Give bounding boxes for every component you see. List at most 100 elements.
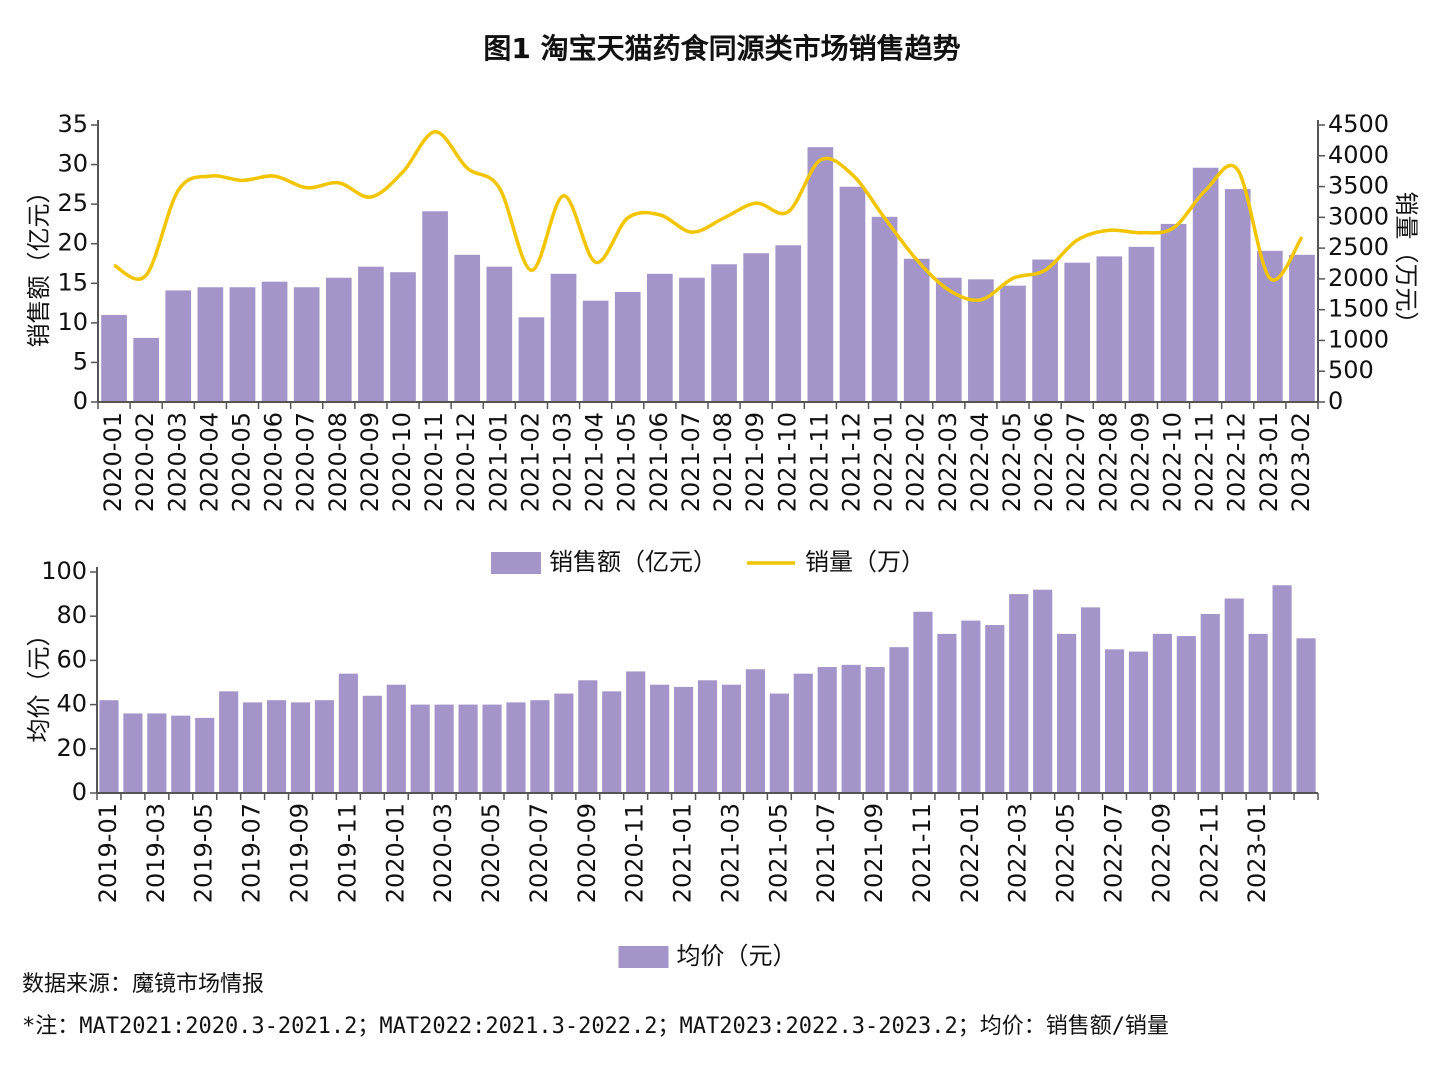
- x-tick-label: 2020-05: [477, 803, 505, 903]
- bar: [1033, 589, 1053, 793]
- y2-tick-label: 2000: [1328, 264, 1389, 292]
- bar: [362, 695, 382, 793]
- y2-tick-label: 3000: [1328, 202, 1389, 230]
- x-tick-label: 2019-11: [333, 803, 361, 903]
- bar: [935, 277, 962, 402]
- x-tick-label: 2022-08: [1094, 412, 1122, 512]
- bar: [171, 715, 191, 793]
- x-tick-label: 2021-04: [581, 412, 609, 512]
- legend-swatch: [618, 946, 669, 968]
- y-tick-label: 0: [72, 778, 87, 806]
- x-tick-label: 2021-01: [484, 412, 512, 512]
- bar: [602, 691, 622, 793]
- y-tick-label: 25: [57, 189, 88, 217]
- x-tick-label: 2020-02: [131, 412, 159, 512]
- x-tick-label: 2023-01: [1243, 803, 1271, 903]
- y-tick-label: 35: [57, 110, 88, 138]
- y-tick-label: 100: [41, 557, 87, 585]
- bar: [1248, 633, 1268, 793]
- bar: [482, 704, 502, 793]
- bar: [743, 253, 769, 402]
- bar: [1000, 285, 1026, 402]
- bar: [1104, 649, 1125, 793]
- x-tick-label: 2022-06: [1030, 412, 1058, 512]
- bar: [243, 702, 263, 793]
- bar: [99, 700, 119, 793]
- legend-label: 均价（元）: [677, 942, 797, 970]
- legend: 均价（元）: [618, 942, 797, 970]
- x-tick-label: 2020-11: [420, 412, 448, 512]
- y-tick-label: 40: [56, 690, 87, 718]
- x-tick-label: 2022-03: [1004, 803, 1032, 903]
- x-tick-label: 2023-01: [1255, 412, 1283, 512]
- bar: [261, 281, 288, 402]
- bar: [985, 625, 1005, 793]
- x-tick-label: 2020-03: [163, 412, 191, 512]
- bar: [626, 671, 646, 793]
- bar: [1224, 598, 1244, 793]
- legend-label: 销量（万）: [805, 548, 925, 576]
- x-tick-label: 2021-10: [773, 412, 801, 512]
- y2-tick-label: 2500: [1328, 233, 1389, 261]
- y2-tick-label: 4500: [1328, 110, 1389, 138]
- bar: [650, 684, 670, 793]
- bar: [817, 667, 837, 793]
- bar: [807, 147, 834, 402]
- x-tick-label: 2022-10: [1159, 412, 1187, 512]
- bar: [711, 264, 737, 402]
- bar: [506, 702, 526, 793]
- bar: [290, 702, 311, 793]
- x-tick-label: 2020-11: [621, 803, 649, 903]
- bar: [195, 717, 215, 793]
- bar: [865, 667, 885, 793]
- bar: [293, 287, 320, 402]
- bar: [314, 700, 335, 793]
- x-tick-label: 2023-02: [1287, 412, 1315, 512]
- bar: [1096, 256, 1123, 402]
- bar: [530, 700, 550, 793]
- x-tick-label: 2020-06: [260, 412, 288, 512]
- bar: [386, 684, 406, 793]
- x-tick-label: 2019-07: [238, 803, 266, 903]
- y-axis-label: 销售额（亿元）: [25, 180, 53, 348]
- x-tick-label: 2021-07: [677, 412, 705, 512]
- x-tick-label: 2021-05: [764, 803, 792, 903]
- x-tick-label: 2022-11: [1191, 412, 1219, 512]
- bar: [841, 664, 861, 793]
- bar: [1176, 636, 1196, 793]
- y-tick-label: 80: [56, 601, 87, 629]
- bar: [550, 273, 577, 402]
- x-tick-label: 2021-01: [669, 803, 697, 903]
- bar: [410, 704, 430, 793]
- x-tick-label: 2020-07: [525, 803, 553, 903]
- bar: [1009, 594, 1029, 793]
- x-tick-label: 2022-12: [1223, 412, 1251, 512]
- bar: [358, 266, 384, 402]
- x-tick-label: 2022-01: [870, 412, 898, 512]
- bar: [647, 273, 673, 402]
- bar: [1192, 167, 1219, 402]
- bar: [903, 258, 930, 402]
- x-tick-label: 2020-01: [99, 412, 127, 512]
- y-tick-label: 5: [73, 347, 88, 375]
- note: *注：MAT2021:2020.3-2021.2；MAT2022:2021.3-…: [22, 1014, 1169, 1039]
- x-tick-label: 2019-05: [190, 803, 218, 903]
- x-tick-label: 2021-05: [613, 412, 641, 512]
- x-tick-label: 2021-11: [908, 803, 936, 903]
- x-tick-label: 2021-09: [741, 412, 769, 512]
- y2-tick-label: 1500: [1328, 295, 1389, 323]
- y-tick-label: 0: [73, 387, 88, 415]
- bar: [101, 314, 127, 402]
- x-tick-label: 2021-06: [645, 412, 673, 512]
- bar: [325, 277, 352, 402]
- bar: [961, 620, 981, 793]
- bar: [422, 211, 448, 402]
- bar: [697, 680, 718, 793]
- y-tick-label: 20: [57, 229, 88, 257]
- line: [113, 130, 1304, 302]
- bar: [889, 647, 909, 793]
- x-tick-label: 2020-07: [292, 412, 320, 512]
- x-tick-label: 2022-07: [1100, 803, 1128, 903]
- bar: [147, 713, 167, 793]
- y2-tick-label: 3500: [1328, 172, 1389, 200]
